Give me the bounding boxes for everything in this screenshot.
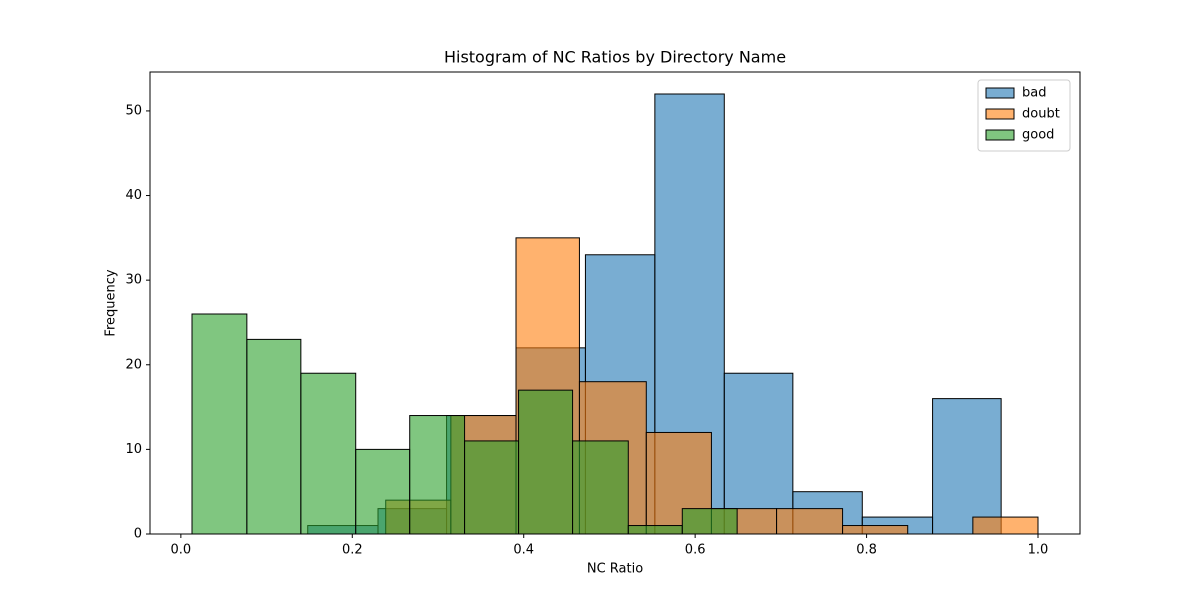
bar [932, 398, 1002, 535]
bar [776, 508, 844, 535]
bar [645, 431, 712, 535]
bar [842, 525, 909, 535]
legend-swatch [985, 129, 1015, 141]
x-tick-label: 0.4 [513, 543, 534, 558]
x-tick-label: 1.0 [1028, 543, 1049, 558]
legend-swatch [985, 87, 1015, 99]
y-tick-label: 50 [125, 103, 142, 118]
chart-title: Histogram of NC Ratios by Directory Name [444, 48, 786, 67]
legend-label: good [1022, 128, 1054, 143]
x-axis-label: NC Ratio [587, 562, 643, 577]
bar [518, 389, 574, 535]
y-axis-label: Frequency [104, 269, 119, 336]
bar [723, 372, 794, 535]
bar [355, 448, 411, 535]
bar [572, 440, 629, 535]
y-tick-label: 30 [125, 273, 142, 288]
plot-frame [149, 71, 1081, 535]
bar [681, 508, 738, 535]
legend-swatch [985, 108, 1015, 120]
legend-label: doubt [1022, 107, 1060, 122]
x-tick-label: 0.0 [171, 543, 192, 558]
x-tick-label: 0.8 [856, 543, 877, 558]
bar [191, 313, 248, 535]
x-tick-label: 0.6 [685, 543, 706, 558]
bar [627, 525, 683, 535]
bar [246, 338, 302, 535]
legend-label: bad [1022, 86, 1046, 101]
y-tick-label: 0 [134, 527, 142, 542]
bar [464, 440, 520, 535]
y-tick-label: 40 [125, 188, 142, 203]
x-tick-label: 0.2 [342, 543, 363, 558]
y-tick-label: 20 [125, 357, 142, 372]
bar [972, 516, 1039, 535]
bar [409, 415, 466, 535]
bar [300, 372, 357, 535]
y-tick-label: 10 [125, 442, 142, 457]
